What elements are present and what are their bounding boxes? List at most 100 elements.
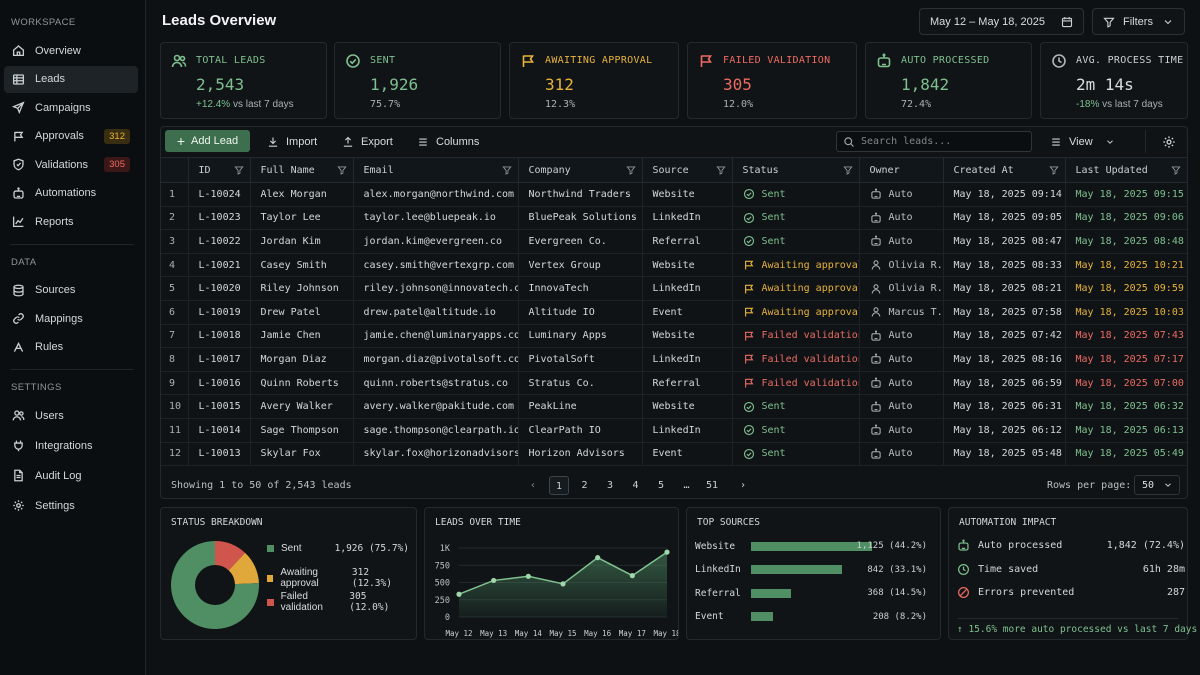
col-header-created-at[interactable]: Created At: [943, 157, 1066, 183]
sidebar-item-mappings[interactable]: Mappings: [4, 305, 138, 332]
cell-id: L-10021: [188, 253, 251, 278]
col-header-source[interactable]: Source: [642, 157, 733, 183]
x-tick-label: May 15: [549, 629, 576, 638]
top-sources-card: TOP SOURCES Website 1,125 (44.2%) Linked…: [686, 507, 941, 640]
toolbar-divider: [1145, 130, 1146, 153]
col-header-owner[interactable]: Owner: [859, 157, 944, 183]
column-filter-icon[interactable]: [501, 165, 512, 175]
sidebar-item-integrations[interactable]: Integrations: [4, 432, 138, 459]
table-row[interactable]: 11 L-10014 Sage Thompson sage.thompson@c…: [161, 418, 1187, 443]
cell-owner: Olivia R.: [859, 276, 944, 301]
column-filter-icon[interactable]: [1048, 165, 1059, 175]
cell-created-at: May 18, 2025 06:12: [943, 418, 1066, 443]
owner-label: Auto: [888, 401, 913, 413]
table-row[interactable]: 7 L-10018 Jamie Chen jamie.chen@luminary…: [161, 324, 1187, 349]
export-button[interactable]: Export: [342, 131, 393, 153]
table-row[interactable]: 8 L-10017 Morgan Diaz morgan.diaz@pivota…: [161, 347, 1187, 372]
sidebar-item-leads[interactable]: Leads: [4, 65, 138, 93]
plug-icon: [14, 440, 23, 452]
add-lead-label: Add Lead: [191, 135, 239, 147]
kpi-label: AUTO PROCESSED: [901, 55, 990, 66]
date-range-picker[interactable]: May 12 – May 18, 2025: [919, 8, 1084, 35]
col-header-company[interactable]: Company: [518, 157, 643, 183]
robot-icon: [870, 448, 881, 459]
column-filter-icon[interactable]: [233, 165, 244, 175]
sidebar-item-audit-log[interactable]: Audit Log: [4, 462, 138, 489]
sidebar-item-label: Overview: [35, 44, 81, 57]
table-row[interactable]: 6 L-10019 Drew Patel drew.patel@altitude…: [161, 300, 1187, 325]
status-label: Sent: [761, 448, 786, 460]
x-tick-label: May 13: [480, 629, 507, 638]
table-row[interactable]: 9 L-10016 Quinn Roberts quinn.roberts@st…: [161, 371, 1187, 396]
prev-page-button[interactable]: ‹: [529, 480, 537, 491]
sidebar-item-campaigns[interactable]: Campaigns: [4, 94, 138, 121]
sidebar-item-validations[interactable]: Validations 305: [4, 151, 138, 178]
table-row[interactable]: 5 L-10020 Riley Johnson riley.johnson@in…: [161, 276, 1187, 301]
cell-status: Sent: [732, 182, 860, 207]
search-input[interactable]: [861, 136, 1021, 147]
page-51-button[interactable]: 51: [705, 480, 719, 491]
col-header-label: Last Updated: [1075, 164, 1148, 176]
page-4-button[interactable]: 4: [632, 480, 639, 491]
col-header-label: Source: [652, 164, 689, 176]
cell-full-name: Taylor Lee: [250, 206, 354, 231]
page-1-button[interactable]: 1: [549, 476, 569, 495]
legend-swatch: [267, 574, 274, 582]
col-header-status[interactable]: Status: [732, 157, 860, 183]
col-header-email[interactable]: Email: [353, 157, 519, 183]
rows-per-page-select[interactable]: 50: [1134, 475, 1180, 495]
sidebar-item-settings[interactable]: Settings: [4, 492, 138, 519]
next-page-button[interactable]: ›: [739, 480, 747, 491]
table-row[interactable]: 3 L-10022 Jordan Kim jordan.kim@evergree…: [161, 229, 1187, 254]
table-row[interactable]: 4 L-10021 Casey Smith casey.smith@vertex…: [161, 253, 1187, 278]
x-tick-label: May 17: [619, 629, 646, 638]
page-5-button[interactable]: 5: [657, 480, 665, 491]
cell-email: morgan.diaz@pivotalsoft.com: [353, 347, 519, 372]
search-box: [836, 131, 1032, 152]
sidebar-item-label: Leads: [35, 73, 65, 85]
columns-button[interactable]: Columns: [417, 131, 479, 153]
col-header-full-name[interactable]: Full Name: [250, 157, 354, 183]
add-lead-button[interactable]: + Add Lead: [165, 130, 250, 152]
column-filter-icon[interactable]: [625, 165, 636, 175]
import-button[interactable]: Import: [267, 131, 317, 153]
column-filter-icon[interactable]: [842, 165, 853, 175]
table-row[interactable]: 12 L-10013 Skylar Fox skylar.fox@horizon…: [161, 442, 1187, 467]
kpi-label: TOTAL LEADS: [196, 55, 266, 66]
col-header-id[interactable]: ID: [188, 157, 251, 183]
kpi-value: 312: [545, 75, 574, 94]
sidebar-item-automations[interactable]: Automations: [4, 180, 138, 207]
sidebar-item-approvals[interactable]: Approvals 312: [4, 123, 138, 150]
table-row[interactable]: 2 L-10023 Taylor Lee taylor.lee@bluepeak…: [161, 206, 1187, 231]
cell-owner: Olivia R.: [859, 253, 944, 278]
column-filter-icon[interactable]: [1171, 165, 1181, 175]
sidebar-badge-approvals: 312: [104, 128, 130, 144]
cell-status: Failed validation: [732, 347, 860, 372]
table-row[interactable]: 10 L-10015 Avery Walker avery.walker@pak…: [161, 394, 1187, 419]
column-filter-icon[interactable]: [336, 165, 347, 175]
view-button[interactable]: View: [1050, 131, 1115, 153]
legend-item: Awaiting approval 312 (12.3%): [267, 567, 409, 589]
shield-icon: [13, 158, 24, 171]
kpi-avg-process-time: AVG. PROCESS TIME 2m 14s -18% vs last 7 …: [1040, 42, 1188, 119]
sidebar-item-rules[interactable]: Rules: [4, 334, 138, 361]
status-label: Sent: [761, 188, 786, 200]
sidebar-item-sources[interactable]: Sources: [4, 277, 138, 304]
col-header-last-updated[interactable]: Last Updated: [1065, 157, 1187, 183]
sidebar-item-users[interactable]: Users: [4, 402, 138, 429]
page-3-button[interactable]: 3: [606, 480, 614, 491]
column-filter-icon[interactable]: [715, 165, 726, 175]
cell-company: Evergreen Co.: [518, 229, 643, 254]
table-row[interactable]: 1 L-10024 Alex Morgan alex.morgan@northw…: [161, 182, 1187, 207]
sidebar-item-overview[interactable]: Overview: [4, 37, 138, 64]
page-2-button[interactable]: 2: [581, 480, 588, 491]
sidebar-item-reports[interactable]: Reports: [4, 208, 138, 235]
calendar-icon: [1061, 16, 1073, 27]
filters-button[interactable]: Filters: [1092, 8, 1185, 35]
automation-label: Errors prevented: [978, 587, 1075, 598]
person-icon: [871, 283, 880, 294]
row-number: 8: [161, 347, 189, 372]
table-settings-button[interactable]: [1162, 131, 1176, 153]
owner-label: Olivia R.: [888, 259, 943, 271]
sidebar-item-label: Reports: [35, 215, 74, 228]
